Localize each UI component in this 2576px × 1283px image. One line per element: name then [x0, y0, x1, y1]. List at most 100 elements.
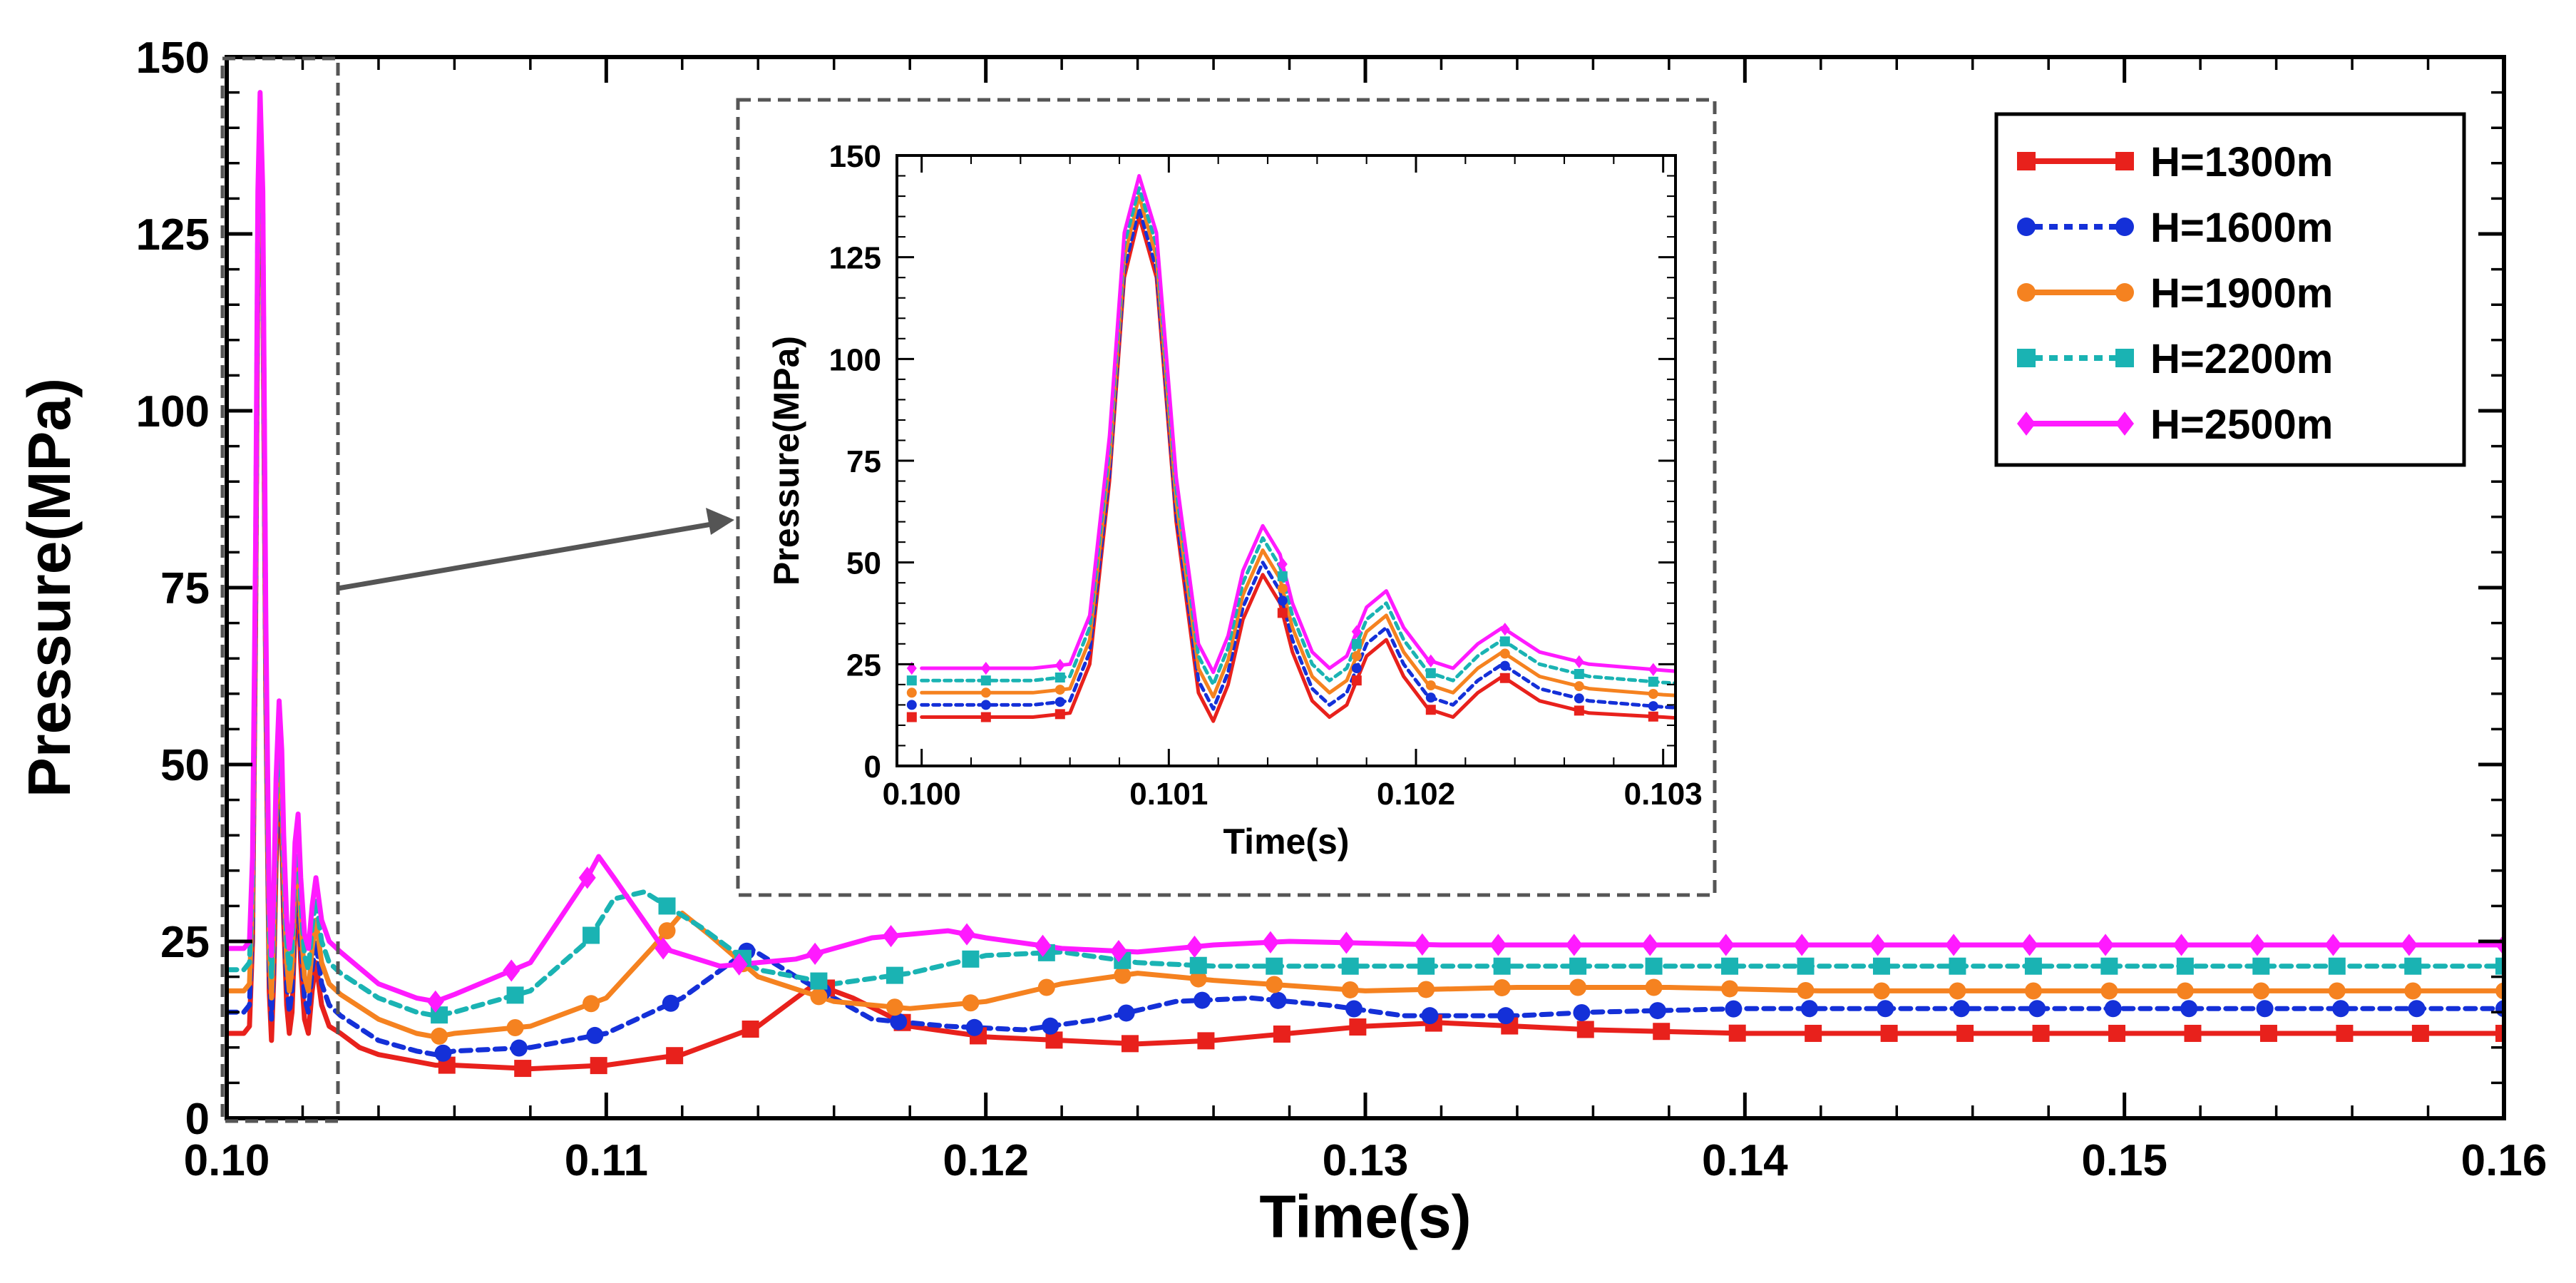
inset-dashed-frame — [736, 98, 1717, 897]
data-point-h-2200m — [886, 966, 903, 984]
data-point-h-1300m — [2411, 1024, 2429, 1042]
data-point-h-1900m — [506, 1019, 524, 1037]
data-point-h-2200m — [1425, 668, 1436, 678]
data-point-h-1900m — [1797, 981, 1815, 999]
data-point-h-1600m — [434, 1044, 452, 1062]
data-point-h-1600m — [1054, 697, 1065, 707]
data-point-h-1300m — [1351, 675, 1362, 686]
data-point-h-1300m — [1054, 709, 1065, 720]
data-point-h-1900m — [962, 994, 980, 1012]
x-tick-label: 0.102 — [1377, 777, 1455, 812]
data-point-h-2500m — [1277, 557, 1288, 571]
data-point-h-1600m — [2104, 1000, 2122, 1018]
legend-label-h-2200m: H=2200m — [2150, 336, 2333, 382]
data-point-h-2200m — [583, 926, 600, 944]
data-point-h-2500m — [2097, 934, 2115, 956]
data-point-h-2200m — [1569, 957, 1587, 975]
data-point-h-2500m — [2400, 934, 2418, 956]
data-point-h-2200m — [2024, 957, 2042, 975]
data-point-h-1900m — [980, 687, 991, 698]
y-tick-label: 25 — [160, 918, 210, 967]
legend-marker-h-1600m — [2115, 218, 2134, 236]
data-point-h-1300m — [1648, 711, 1658, 722]
data-point-h-1900m — [1645, 978, 1663, 996]
data-point-h-1900m — [906, 687, 917, 698]
data-point-h-1900m — [2328, 982, 2346, 1000]
data-point-h-1300m — [1576, 1021, 1594, 1038]
data-point-h-1900m — [2024, 982, 2042, 1000]
data-point-h-2500m — [806, 942, 824, 965]
data-point-h-1300m — [666, 1047, 684, 1065]
zoom-arrow-head — [706, 508, 734, 535]
data-point-h-1900m — [1054, 685, 1065, 695]
data-point-h-1900m — [1569, 978, 1587, 996]
data-point-h-1300m — [1499, 673, 1510, 683]
data-point-h-1900m — [1493, 978, 1511, 996]
y-tick-label: 100 — [829, 342, 881, 377]
data-point-h-1900m — [1574, 681, 1584, 692]
data-point-h-2500m — [1489, 934, 1507, 956]
y-tick-label: 0 — [864, 750, 881, 784]
legend-marker-h-1300m — [2115, 152, 2134, 170]
data-point-h-2500m — [1717, 934, 1735, 956]
legend-label-h-1900m: H=1900m — [2150, 270, 2333, 317]
series-line-h-2500m — [227, 90, 2504, 1004]
main-y-axis-title: Pressure(MPa) — [16, 378, 83, 797]
data-point-h-1600m — [965, 1018, 983, 1036]
data-point-h-2200m — [1266, 957, 1283, 975]
legend-marker-h-2200m — [2017, 349, 2036, 367]
data-point-h-2500m — [1109, 940, 1127, 963]
data-point-h-1900m — [1425, 680, 1436, 691]
data-point-h-1300m — [906, 712, 917, 722]
data-point-h-1600m — [662, 994, 679, 1012]
data-point-h-2500m — [730, 953, 748, 976]
data-point-h-1900m — [1351, 650, 1362, 661]
data-point-h-1600m — [2408, 1000, 2426, 1018]
data-point-h-2500m — [426, 990, 444, 1013]
data-point-h-1300m — [1277, 608, 1288, 618]
legend-marker-h-1300m — [2017, 152, 2036, 170]
y-tick-label: 0 — [185, 1095, 210, 1144]
data-point-h-1600m — [1573, 1003, 1591, 1021]
data-point-h-1600m — [2180, 1000, 2198, 1018]
data-point-h-2200m — [1721, 957, 1739, 975]
legend-label-h-1600m: H=1600m — [2150, 205, 2333, 251]
data-point-h-2200m — [980, 675, 991, 686]
y-tick-label: 125 — [136, 210, 210, 260]
y-tick-label: 125 — [829, 241, 881, 276]
data-point-h-1300m — [1728, 1024, 1746, 1042]
data-point-h-2200m — [810, 972, 828, 990]
data-point-h-1900m — [886, 998, 903, 1016]
data-point-h-1900m — [2252, 982, 2270, 1000]
data-point-h-2500m — [1351, 625, 1362, 638]
data-point-h-2200m — [1949, 957, 1966, 975]
data-point-h-1600m — [2256, 1000, 2274, 1018]
x-tick-label: 0.100 — [883, 777, 961, 812]
data-point-h-1900m — [1266, 976, 1283, 993]
data-point-h-2500m — [1499, 623, 1510, 636]
legend-marker-h-2500m — [2115, 412, 2134, 436]
inset-marker-group — [906, 557, 1658, 722]
data-point-h-1900m — [1648, 688, 1658, 699]
data-point-h-1600m — [1497, 1007, 1514, 1025]
x-tick-label: 0.103 — [1624, 777, 1703, 812]
x-tick-label: 0.11 — [565, 1136, 648, 1185]
data-point-h-1600m — [1952, 1000, 1970, 1018]
data-point-h-2200m — [658, 897, 676, 915]
series-line-h-1300m — [920, 215, 1676, 723]
data-point-h-1300m — [1653, 1023, 1671, 1041]
data-point-h-1300m — [1574, 705, 1584, 716]
data-point-h-1900m — [1721, 980, 1739, 998]
data-point-h-2500m — [1945, 934, 1963, 956]
data-point-h-2200m — [2100, 957, 2118, 975]
data-point-h-2500m — [1054, 658, 1065, 672]
data-point-h-2500m — [1648, 663, 1658, 676]
x-tick-label: 0.10 — [184, 1136, 270, 1185]
main-axis-ticks: 0.10 0.11 0.12 0.13 0.14 0.15 0.16 0 25 50 75 100 12… — [136, 34, 2547, 1185]
data-point-h-1300m — [1880, 1024, 1898, 1042]
data-point-h-1300m — [742, 1021, 759, 1038]
data-point-h-2500m — [503, 959, 520, 982]
y-tick-label: 50 — [846, 546, 881, 581]
data-point-h-1600m — [1042, 1017, 1059, 1035]
